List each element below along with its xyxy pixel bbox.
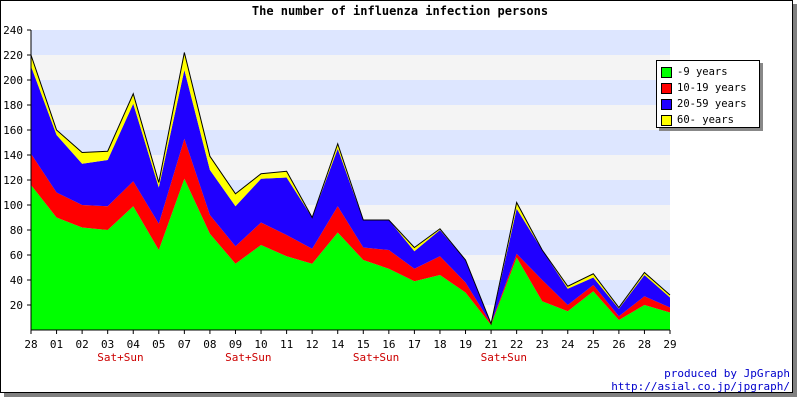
x-tick-label: 22 xyxy=(510,338,523,351)
grid-band xyxy=(31,55,670,80)
x-tick-label: 09 xyxy=(229,338,242,351)
legend: -9 years 10-19 years 20-59 years 60- years xyxy=(656,60,760,128)
legend-label: 20-59 years xyxy=(677,98,747,110)
weekend-label: Sat+Sun xyxy=(481,351,527,364)
weekend-label: Sat+Sun xyxy=(225,351,271,364)
legend-label: 10-19 years xyxy=(677,82,747,94)
x-tick-label: 16 xyxy=(382,338,395,351)
y-tick-label: 40 xyxy=(10,274,23,287)
x-tick-label: 28 xyxy=(638,338,651,351)
y-tick-label: 160 xyxy=(3,124,23,137)
x-tick-label: 03 xyxy=(101,338,114,351)
legend-label: 60- years xyxy=(677,114,734,126)
y-tick-label: 140 xyxy=(3,149,23,162)
x-tick-label: 25 xyxy=(587,338,600,351)
x-tick-label: 15 xyxy=(357,338,370,351)
area-layers xyxy=(30,52,671,330)
y-tick-label: 100 xyxy=(3,199,23,212)
grid-band xyxy=(31,30,670,55)
y-tick-label: 120 xyxy=(3,174,23,187)
x-tick-label: 02 xyxy=(75,338,88,351)
x-tick-label: 14 xyxy=(331,338,345,351)
chart-title: The number of influenza infection person… xyxy=(251,4,549,18)
legend-item: -9 years xyxy=(661,64,755,80)
area-10-19-years xyxy=(31,138,670,325)
weekend-label: Sat+Sun xyxy=(353,351,399,364)
y-tick-label: 20 xyxy=(10,299,23,312)
y-tick-label: 220 xyxy=(3,49,23,62)
x-tick-label: 18 xyxy=(433,338,446,351)
y-tick-label: 200 xyxy=(3,74,23,87)
y-tick-label: 240 xyxy=(3,24,23,37)
x-tick-label: 28 xyxy=(24,338,37,351)
y-tick-label: 60 xyxy=(10,249,23,262)
area-9-years xyxy=(31,178,670,330)
x-tick-label: 05 xyxy=(152,338,165,351)
x-tick-label: 11 xyxy=(280,338,293,351)
credit-produced-by: produced by JpGraph xyxy=(664,367,790,380)
legend-item: 10-19 years xyxy=(661,80,755,96)
legend-label: -9 years xyxy=(677,66,728,78)
area-20-59-years xyxy=(31,66,670,324)
axes: 20 40 60 80 100 120 140 160 180 200 220 240 28 01 02 03… xyxy=(3,24,677,364)
legend-item: 60- years xyxy=(661,112,755,128)
x-tick-label: 07 xyxy=(178,338,191,351)
x-tick-label: 26 xyxy=(612,338,625,351)
x-tick-label: 01 xyxy=(50,338,63,351)
x-tick-label: 10 xyxy=(254,338,267,351)
x-tick-label: 23 xyxy=(536,338,549,351)
x-tick-label: 04 xyxy=(127,338,141,351)
credit-url[interactable]: http://asial.co.jp/jpgraph/ xyxy=(611,380,790,393)
legend-swatch xyxy=(661,114,672,126)
x-tick-label: 21 xyxy=(484,338,497,351)
x-tick-label: 08 xyxy=(203,338,216,351)
legend-item: 20-59 years xyxy=(661,96,755,112)
weekend-label: Sat+Sun xyxy=(97,351,143,364)
x-tick-label: 12 xyxy=(306,338,319,351)
grid-band xyxy=(31,80,670,105)
total-outline xyxy=(30,52,671,326)
y-tick-label: 80 xyxy=(10,224,23,237)
x-tick-label: 17 xyxy=(408,338,421,351)
x-tick-label: 29 xyxy=(663,338,676,351)
y-tick-label: 180 xyxy=(3,99,23,112)
x-tick-label: 24 xyxy=(561,338,575,351)
legend-swatch xyxy=(661,98,672,110)
legend-swatch xyxy=(661,82,672,94)
x-tick-label: 19 xyxy=(459,338,472,351)
legend-swatch xyxy=(661,66,672,78)
